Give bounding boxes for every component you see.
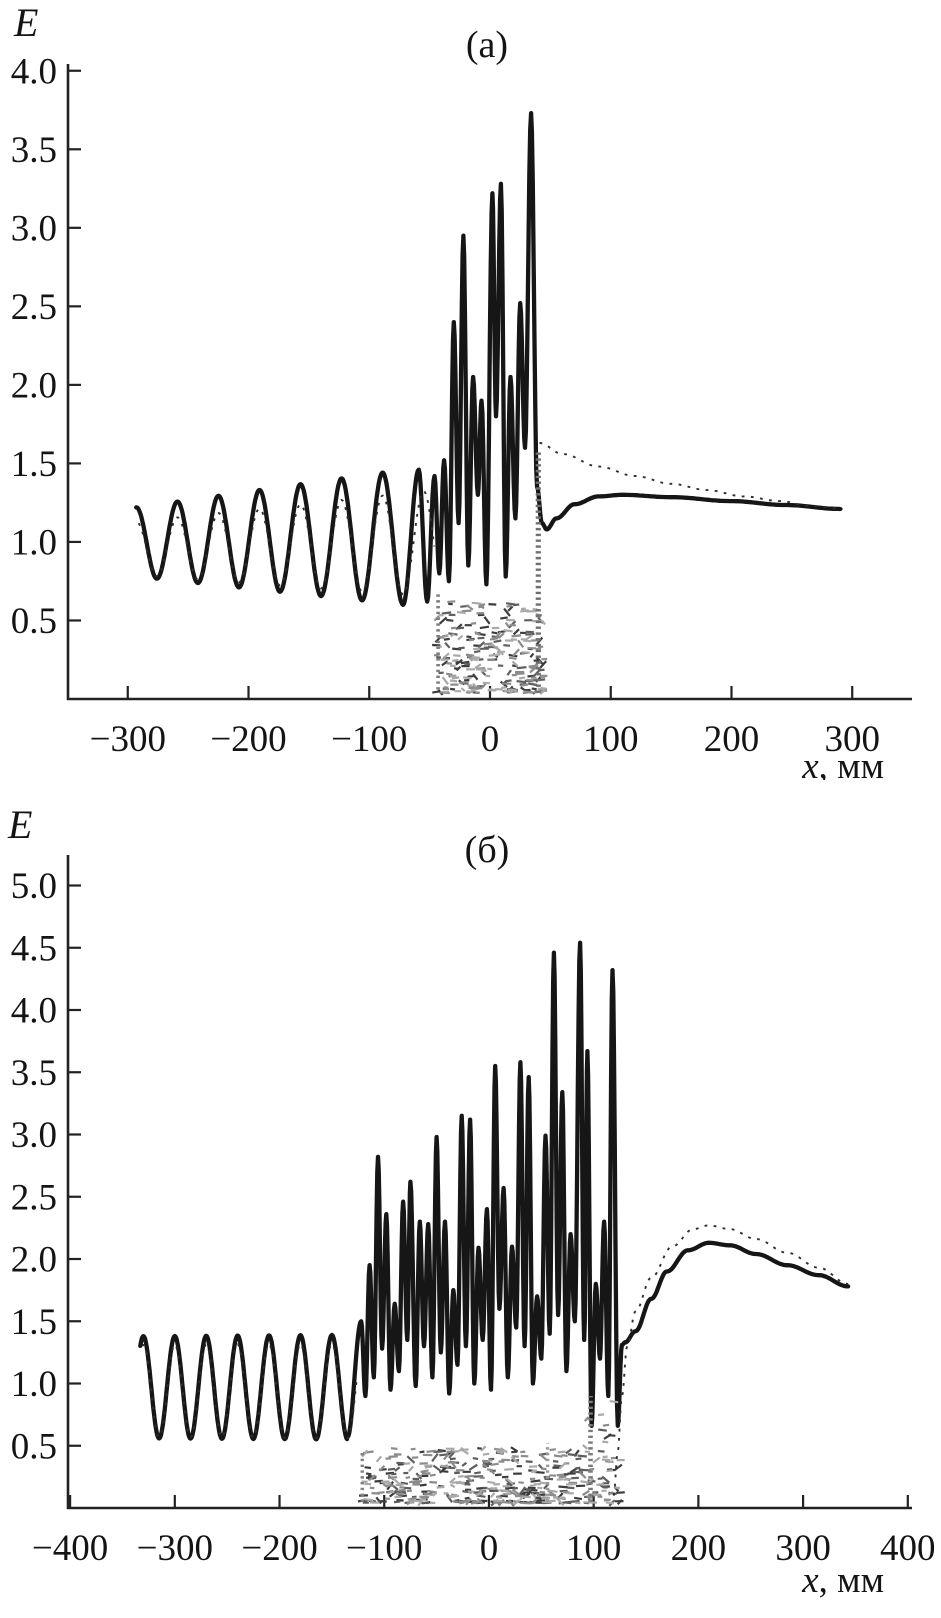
y-tick-label: 0.5 xyxy=(11,1426,57,1467)
scattered-dashes xyxy=(361,1400,625,1507)
solid-curve-segment xyxy=(400,111,549,607)
dotted-curve-segment xyxy=(612,1224,849,1496)
y-tick-label: 0.5 xyxy=(11,601,57,642)
y-tick-label: 3.5 xyxy=(11,1053,57,1094)
y-tick-label: 2.0 xyxy=(11,1240,57,1281)
y-axis-title-b: E xyxy=(7,802,32,847)
axis-lines xyxy=(66,64,912,701)
x-tick-label: −200 xyxy=(210,719,286,760)
solid-curve-segment xyxy=(138,1332,350,1442)
y-axis-title-a: E xyxy=(13,0,38,45)
y-tick-label: 4.0 xyxy=(11,51,57,92)
x-tick-label: 200 xyxy=(671,1528,727,1569)
y-tick-label: 2.5 xyxy=(11,1177,57,1218)
y-tick-label: 1.5 xyxy=(11,1302,57,1343)
plot-area-b: −400 −300 −200 −100 0 100 200 300 400 0.5 1.0 1.5 2.… xyxy=(11,855,936,1569)
y-tick-label: 3.5 xyxy=(11,130,57,171)
chart-a: E (а) −300 −200 −100 0 100 200 300 0.5 1.0 1.5 2.0… xyxy=(11,0,912,780)
solid-curve-segment xyxy=(622,1240,851,1345)
y-tick-label: 3.0 xyxy=(11,208,57,249)
y-tick-label: 3.0 xyxy=(11,1115,57,1156)
x-tick-label: 100 xyxy=(566,1528,622,1569)
y-tick-label: 1.0 xyxy=(11,1364,57,1405)
panel-b: E (б) −400 −300 −200 −100 0 100 200 300 400 0.5 1.… xyxy=(0,780,941,1618)
x-axis-title-a: x, мм xyxy=(801,746,884,780)
x-tick-label: −100 xyxy=(331,719,407,760)
y-tick-label: 4.5 xyxy=(11,928,57,969)
y-tick-label: 1.5 xyxy=(11,444,57,485)
x-tick-label: −100 xyxy=(346,1528,422,1569)
x-tick-label: 300 xyxy=(824,719,880,760)
solid-curve-segment xyxy=(544,492,843,532)
dotted-curve-segment xyxy=(539,442,843,510)
x-tick-label: 0 xyxy=(480,1528,499,1569)
panel-title-b: (б) xyxy=(465,829,510,871)
panel-title-a: (а) xyxy=(466,24,508,66)
y-tick-label: 4.0 xyxy=(11,991,57,1032)
x-axis-title-b: x, мм xyxy=(801,1560,884,1601)
scattered-dashes xyxy=(435,601,548,695)
y-tick-label: 2.5 xyxy=(11,287,57,328)
y-tick-label: 5.0 xyxy=(11,866,57,907)
y-tick-label: 1.0 xyxy=(11,522,57,563)
x-tick-label: −400 xyxy=(32,1528,108,1569)
x-tick-label: 400 xyxy=(880,1528,936,1569)
scattered-dashes xyxy=(362,1416,618,1507)
solid-curve-segment xyxy=(134,470,405,607)
x-tick-label: −200 xyxy=(241,1528,317,1569)
x-tick-label: −300 xyxy=(90,719,166,760)
x-tick-label: 200 xyxy=(704,719,760,760)
x-tick-label: 300 xyxy=(775,1528,831,1569)
x-tick-label: −300 xyxy=(137,1528,213,1569)
x-tick-label: 100 xyxy=(583,719,639,760)
panel-a: E (а) −300 −200 −100 0 100 200 300 0.5 1.0 1.5 2.0… xyxy=(0,0,941,780)
y-tick-label: 2.0 xyxy=(11,365,57,406)
x-tick-label: 0 xyxy=(481,719,500,760)
plot-area-a: −300 −200 −100 0 100 200 300 0.5 1.0 1.5 2.0 2.5 3.0… xyxy=(11,51,912,760)
solid-curve-segment xyxy=(345,940,628,1440)
chart-b: E (б) −400 −300 −200 −100 0 100 200 300 400 0.5 1.… xyxy=(7,802,936,1601)
